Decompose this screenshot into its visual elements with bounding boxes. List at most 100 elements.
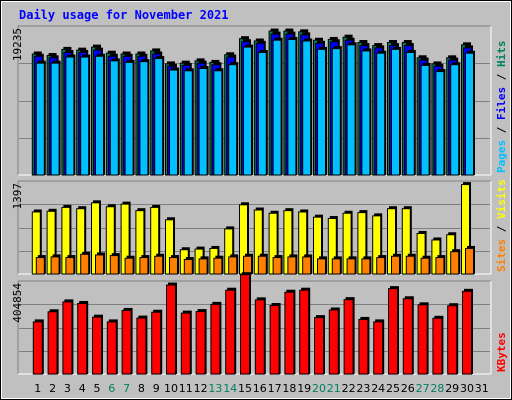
- kbytes-bar-day-24: [373, 321, 384, 375]
- kbytes-bar-day-15: [240, 274, 250, 375]
- sites-bar-day-25: [391, 255, 400, 275]
- panel-2-series-label: KBytes: [495, 332, 508, 372]
- sites-bar-day-1: [35, 257, 45, 275]
- pages-bar-day-30: [465, 52, 474, 176]
- kbytes-bar-day-28: [432, 317, 443, 375]
- kbytes-bar-day-7: [121, 309, 132, 375]
- panel-0-series-label-part-2: Files: [495, 87, 508, 120]
- panel-1-series-label-part-1: /: [495, 219, 508, 239]
- pages-bar-day-20: [317, 48, 326, 176]
- x-tick-day-13: 13: [208, 382, 222, 395]
- kbytes-bar-day-14: [225, 289, 236, 375]
- panel-0-series-label-part-3: /: [495, 67, 508, 87]
- pages-bar-day-8: [139, 61, 149, 176]
- kbytes-bar-day-5: [92, 316, 102, 375]
- pages-bar-day-25: [391, 48, 400, 176]
- x-tick-day-29: 29: [445, 382, 459, 395]
- sites-bar-day-7: [124, 257, 134, 275]
- x-tick-day-25: 25: [386, 382, 400, 395]
- kbytes-bar-day-6: [106, 321, 117, 375]
- pages-bar-day-22: [346, 44, 356, 176]
- x-tick-day-18: 18: [282, 382, 296, 395]
- panel-1-series-label: Sites / Visits: [495, 179, 508, 272]
- kbytes-bar-day-30: [462, 290, 472, 375]
- pages-bar-day-11: [183, 70, 193, 176]
- pages-bar-day-3: [65, 56, 75, 176]
- sites-bar-day-10: [169, 257, 178, 275]
- x-tick-day-4: 4: [79, 382, 86, 395]
- kbytes-bar-day-27: [417, 304, 428, 375]
- x-tick-day-21: 21: [327, 382, 341, 395]
- panel-1-series-label-part-2: Visits: [495, 179, 508, 219]
- x-tick-day-11: 11: [179, 382, 193, 395]
- x-tick-day-16: 16: [253, 382, 267, 395]
- pages-bar-day-28: [435, 71, 445, 176]
- sites-bar-day-15: [243, 255, 252, 275]
- kbytes-bar-day-19: [299, 289, 310, 375]
- x-tick-day-9: 9: [153, 382, 160, 395]
- pages-bar-day-4: [80, 56, 90, 176]
- sites-bar-day-12: [198, 258, 208, 275]
- pages-bar-day-14: [228, 64, 238, 176]
- kbytes-bar-day-3: [62, 301, 73, 375]
- kbytes-bar-day-16: [254, 299, 265, 375]
- kbytes-bar-day-23: [358, 318, 369, 375]
- sites-bar-day-8: [139, 257, 149, 275]
- panel-2-series-label-part-0: KBytes: [495, 332, 508, 372]
- kbytes-bar-day-10: [166, 284, 176, 375]
- pages-bar-day-13: [213, 70, 223, 176]
- pages-bar-day-26: [405, 51, 415, 176]
- sites-bar-day-5: [95, 254, 104, 275]
- pages-bar-day-6: [109, 60, 119, 176]
- x-tick-day-7: 7: [123, 382, 130, 395]
- sites-bar-day-22: [346, 258, 356, 275]
- sites-bar-day-18: [287, 256, 297, 275]
- panel-0-series-label-part-4: Hits: [495, 41, 508, 68]
- sites-bar-day-19: [302, 256, 312, 275]
- sites-bar-day-29: [450, 251, 460, 275]
- kbytes-bar-day-13: [210, 303, 221, 375]
- kbytes-bar-day-11: [180, 312, 191, 375]
- kbytes-bar-day-26: [402, 298, 413, 375]
- sites-bar-day-6: [109, 255, 119, 275]
- pages-bar-day-15: [243, 46, 252, 176]
- kbytes-bar-day-17: [269, 304, 280, 375]
- x-tick-day-12: 12: [194, 382, 208, 395]
- x-tick-day-22: 22: [342, 382, 356, 395]
- panel-1-series-label-part-0: Sites: [495, 239, 508, 272]
- kbytes-bar-day-29: [447, 305, 458, 375]
- kbytes-bar-day-18: [284, 291, 295, 375]
- x-tick-day-3: 3: [64, 382, 71, 395]
- pages-bar-day-21: [331, 48, 341, 176]
- x-tick-day-15: 15: [238, 382, 252, 395]
- sites-bar-day-9: [154, 255, 164, 275]
- sites-bar-day-21: [331, 258, 341, 275]
- sites-bar-day-13: [213, 257, 223, 275]
- x-tick-day-17: 17: [268, 382, 282, 395]
- pages-bar-day-10: [169, 69, 178, 176]
- sites-bar-day-11: [183, 259, 193, 275]
- pages-bar-day-7: [124, 61, 134, 176]
- x-tick-day-20: 20: [312, 382, 326, 395]
- kbytes-bar-day-4: [77, 302, 88, 375]
- x-tick-day-8: 8: [138, 382, 145, 395]
- x-tick-day-19: 19: [297, 382, 311, 395]
- pages-bar-day-2: [50, 62, 60, 176]
- pages-bar-day-27: [420, 64, 430, 176]
- x-tick-day-2: 2: [49, 382, 56, 395]
- kbytes-bar-day-25: [388, 288, 398, 375]
- x-tick-day-30: 30: [460, 382, 474, 395]
- panel-0-series-label-part-0: Pages: [495, 140, 508, 173]
- x-tick-day-14: 14: [223, 382, 237, 395]
- pages-bar-day-29: [450, 64, 460, 176]
- pages-bar-day-5: [95, 55, 104, 176]
- panel-0-series-label: Pages / Files / Hits: [495, 41, 508, 174]
- kbytes-bar-day-22: [343, 299, 354, 375]
- sites-bar-day-20: [317, 258, 326, 275]
- x-tick-day-5: 5: [94, 382, 101, 395]
- sites-bar-day-28: [435, 257, 445, 275]
- x-tick-day-24: 24: [371, 382, 385, 395]
- kbytes-bar-day-8: [136, 317, 147, 375]
